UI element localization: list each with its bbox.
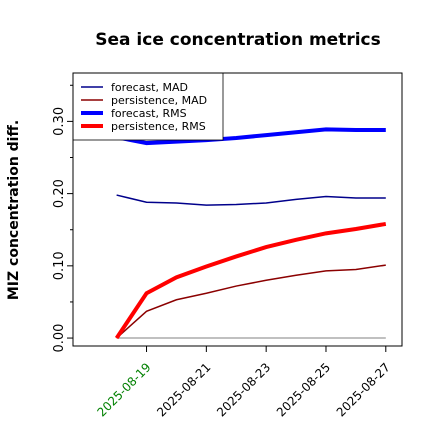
y-tick-label: 0.00 — [52, 324, 67, 353]
series-line — [116, 264, 386, 339]
legend-box — [72, 72, 224, 141]
legend-label: persistence, MAD — [111, 94, 207, 107]
y-tick-label: 0.20 — [52, 179, 67, 208]
series-line — [116, 194, 386, 206]
series-line — [116, 127, 386, 146]
plot-frame — [72, 72, 403, 347]
chart-title: Sea ice concentration metrics — [95, 30, 381, 50]
series-line — [114, 221, 387, 340]
x-tick-label: 2025-08-19 — [94, 360, 153, 419]
legend-label: persistence, RMS — [111, 120, 206, 133]
x-tick-label: 2025-08-23 — [214, 360, 273, 419]
y-axis-label: MIZ concentration diff. — [6, 120, 22, 300]
legend-label: forecast, MAD — [111, 81, 188, 94]
x-tick-label: 2025-08-21 — [154, 360, 213, 419]
y-tick-label: 0.10 — [52, 251, 67, 280]
legend-label: forecast, RMS — [111, 107, 187, 120]
x-tick-label: 2025-08-27 — [334, 360, 393, 419]
x-tick-label: 2025-08-25 — [274, 360, 333, 419]
y-tick-label: 0.30 — [52, 107, 67, 136]
